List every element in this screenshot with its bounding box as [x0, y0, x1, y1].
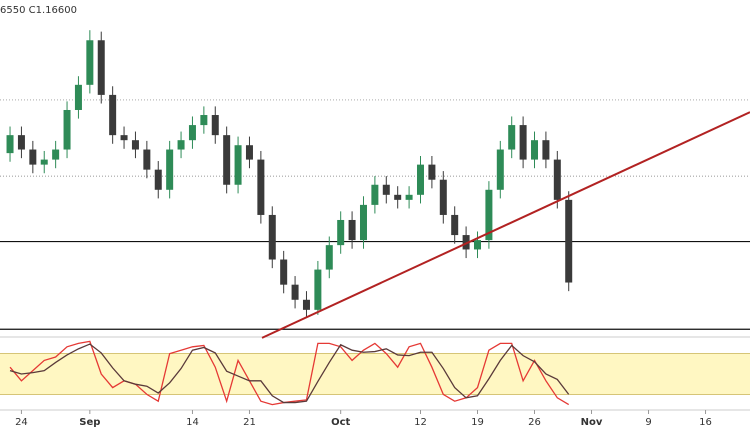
candle-body [325, 245, 333, 270]
candle-body [109, 94, 117, 136]
candle-body [177, 140, 185, 150]
candle-body [257, 159, 265, 215]
candle-body [519, 125, 527, 160]
candle-body [166, 149, 174, 190]
candle-body [462, 235, 470, 250]
candle-body [382, 184, 390, 195]
candle-body [63, 109, 71, 150]
candle-body [211, 115, 219, 136]
candle-body [451, 214, 459, 236]
candle-body [97, 40, 105, 95]
candle-body [52, 149, 60, 160]
candle-body [359, 204, 367, 241]
candle-body [17, 135, 25, 150]
x-tick-label: 14 [186, 417, 199, 428]
x-tick-label: 19 [471, 417, 484, 428]
candle-body [371, 184, 379, 205]
x-tick-label: 21 [243, 417, 256, 428]
x-tick-label: 12 [414, 417, 427, 428]
candle-body [439, 179, 447, 215]
candle-body [405, 194, 413, 200]
candle-body [223, 135, 231, 185]
candle-body [291, 284, 299, 300]
x-tick-label: 24 [15, 417, 28, 428]
oscillator-line [9, 340, 570, 406]
candle-body [416, 164, 424, 195]
candle-body [6, 135, 14, 154]
candle-body [485, 189, 493, 241]
x-tick-label: Oct [331, 417, 350, 428]
candle-body [188, 125, 196, 141]
candle-body [74, 84, 82, 110]
candle-body [245, 145, 253, 160]
candle-body [268, 214, 276, 260]
candle-body [496, 149, 504, 190]
candle-body [131, 140, 139, 150]
band-fill [0, 353, 750, 395]
x-tick-label: 26 [528, 417, 541, 428]
candle-body [428, 164, 436, 180]
x-tick-label: 16 [699, 417, 712, 428]
candle-body [542, 140, 550, 160]
candle-body [143, 149, 151, 170]
oscillator-line [9, 343, 570, 404]
candle-body [154, 169, 162, 190]
candle-body [553, 159, 561, 200]
candle-body [337, 219, 345, 246]
candle-body [280, 259, 288, 285]
candle-body [86, 40, 94, 85]
candle-body [120, 135, 128, 141]
candle-body [200, 115, 208, 126]
candle-body [29, 149, 37, 165]
x-tick-label: Nov [581, 417, 603, 428]
candle-body [508, 125, 516, 150]
candle-body [234, 145, 242, 185]
trend-line [261, 111, 750, 339]
candle-body [348, 219, 356, 241]
candle-body [314, 269, 322, 310]
candle-body [531, 140, 539, 160]
candle-body [474, 240, 482, 250]
candle-body [394, 194, 402, 200]
x-tick-label: 9 [645, 417, 651, 428]
x-tick-label: Sep [79, 417, 100, 428]
candle-body [302, 299, 310, 310]
candle-body [40, 159, 48, 165]
legend-text: 6550 C1.16600 [0, 5, 77, 16]
candle-body [565, 199, 573, 283]
